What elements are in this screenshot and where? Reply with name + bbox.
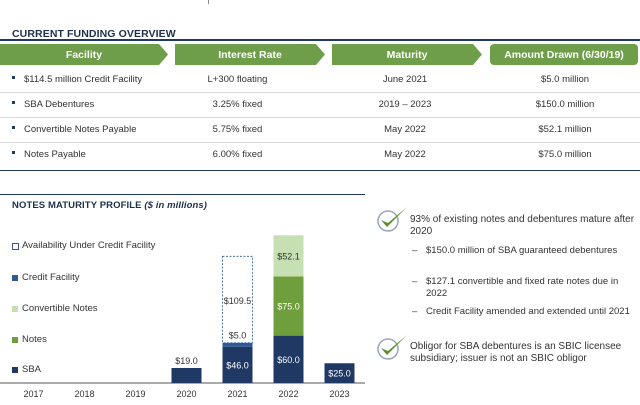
note-sub-3: – Credit Facility amended and extended un… xyxy=(412,306,630,317)
maturity-top-rule xyxy=(0,194,365,195)
cell-maturity: May 2022 xyxy=(384,149,426,160)
cell-rate: 3.25% fixed xyxy=(212,99,263,110)
table-row: Notes Payable 6.00% fixed May 2022 $75.0… xyxy=(0,144,640,168)
note-main-2: Obligor for SBA debentures is an SBIC li… xyxy=(410,341,622,364)
data-label-convertible-notes-2022: $52.1 xyxy=(277,251,300,261)
maturity-section-title: NOTES MATURITY PROFILE ($ in millions) xyxy=(12,200,208,211)
data-label-availability-under-credit-facility-2021: $109.5 xyxy=(224,296,252,306)
note-sub-1: – $150.0 million of SBA guaranteed debent… xyxy=(412,245,618,256)
cell-facility: SBA Debentures xyxy=(24,99,95,110)
cell-maturity: June 2021 xyxy=(382,74,428,85)
maturity-title-units: ($ in millions) xyxy=(141,200,208,211)
cell-rate: L+300 floating xyxy=(207,74,268,85)
header-maturity: Maturity xyxy=(332,44,482,65)
row-bullet xyxy=(12,126,15,129)
legend-availability: Availability Under Credit Facility xyxy=(12,240,157,251)
bar-sba-2023 xyxy=(324,363,355,383)
cell-maturity: May 2022 xyxy=(384,124,426,135)
bar-sba-2021 xyxy=(222,346,253,383)
cell-facility: Convertible Notes Payable xyxy=(24,124,137,135)
legend-swatch xyxy=(12,275,18,281)
bar-sba-2020 xyxy=(171,368,202,383)
bar-availability-under-credit-facility-2021 xyxy=(222,255,253,344)
legend-convertible-notes: Convertible Notes xyxy=(12,303,157,314)
bar-notes-2022 xyxy=(273,276,304,336)
table-row: Convertible Notes Payable 5.75% fixed Ma… xyxy=(0,119,640,143)
data-label-credit-facility-2021: $5.0 xyxy=(229,331,247,341)
bar-credit-facility-2021 xyxy=(222,342,253,347)
cell-facility: Notes Payable xyxy=(24,149,86,160)
check-icon xyxy=(377,207,407,232)
cell-rate: 5.75% fixed xyxy=(212,124,263,135)
row-divider xyxy=(0,117,640,118)
maturity-chart: 2017 2018 2019 2020 2021 2022 2023 $19.0 $46.0 $5… xyxy=(0,235,365,399)
legend-notes: Notes xyxy=(12,334,157,345)
table-bottom-rule xyxy=(0,170,640,171)
header-facility: Facility xyxy=(0,44,168,65)
table-row: SBA Debentures 3.25% fixed 2019 – 2023 $… xyxy=(0,94,640,118)
row-bullet xyxy=(12,76,15,79)
check-icon xyxy=(377,335,407,360)
cell-amount: $5.0 million xyxy=(540,74,590,85)
legend-swatch xyxy=(12,337,18,343)
x-tick-label-2020: 2020 xyxy=(176,389,196,399)
x-tick-label-2017: 2017 xyxy=(23,389,43,399)
row-divider xyxy=(0,92,640,93)
cell-rate: 6.00% fixed xyxy=(212,149,263,160)
cell-amount: $75.0 million xyxy=(538,149,592,160)
top-tick xyxy=(208,0,209,4)
x-tick-label-2022: 2022 xyxy=(278,389,298,399)
data-label-sba-2023: $25.0 xyxy=(328,369,351,379)
funding-title-rule xyxy=(0,39,640,41)
x-tick-label-2023: 2023 xyxy=(329,389,349,399)
header-amount-drawn: Amount Drawn (6/30/19) xyxy=(490,44,638,65)
legend-swatch xyxy=(12,306,18,312)
data-label-sba-2022: $60.0 xyxy=(277,355,300,365)
x-tick-label-2019: 2019 xyxy=(125,389,145,399)
table-row: $114.5 million Credit Facility L+300 flo… xyxy=(0,69,640,93)
note-sub-2: – $127.1 convertible and fixed rate notes… xyxy=(412,276,619,299)
header-interest-rate: Interest Rate xyxy=(175,44,325,65)
data-label-sba-2021: $46.0 xyxy=(226,360,249,370)
cell-amount: $150.0 million xyxy=(535,99,595,110)
data-label-notes-2022: $75.0 xyxy=(277,302,300,312)
cell-facility: $114.5 million Credit Facility xyxy=(24,74,143,85)
cell-amount: $52.1 million xyxy=(538,124,592,135)
legend-swatch xyxy=(12,243,19,250)
data-label-sba-2020: $19.0 xyxy=(175,356,198,366)
legend-swatch xyxy=(12,367,18,373)
row-bullet xyxy=(12,151,15,154)
legend-sba: SBA xyxy=(12,364,157,375)
row-bullet xyxy=(12,101,15,104)
x-tick-label-2018: 2018 xyxy=(74,389,94,399)
legend-credit-facility: Credit Facility xyxy=(12,272,157,283)
bar-convertible-notes-2022 xyxy=(273,235,304,277)
x-tick-label-2021: 2021 xyxy=(227,389,247,399)
cell-maturity: 2019 – 2023 xyxy=(378,99,432,110)
row-divider xyxy=(0,142,640,143)
bar-sba-2022 xyxy=(273,335,304,383)
note-main-1: 93% of existing notes and debentures mat… xyxy=(410,214,635,237)
funding-section-title: CURRENT FUNDING OVERVIEW xyxy=(12,28,176,40)
